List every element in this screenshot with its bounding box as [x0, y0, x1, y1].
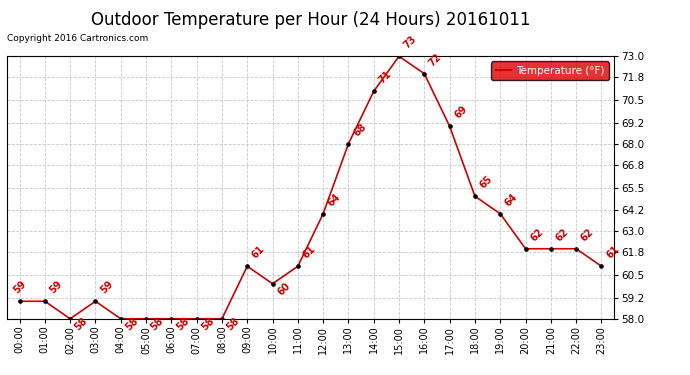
Text: Outdoor Temperature per Hour (24 Hours) 20161011: Outdoor Temperature per Hour (24 Hours) …	[91, 11, 530, 29]
Text: 58: 58	[73, 316, 90, 333]
Text: 61: 61	[301, 244, 317, 261]
Text: 58: 58	[149, 316, 166, 333]
Text: 61: 61	[250, 244, 266, 261]
Text: 72: 72	[427, 52, 444, 68]
Text: 58: 58	[124, 316, 140, 333]
Text: 62: 62	[579, 226, 595, 243]
Text: 64: 64	[503, 192, 520, 208]
Text: 73: 73	[402, 34, 418, 51]
Text: 69: 69	[453, 104, 469, 121]
Text: 65: 65	[477, 174, 494, 191]
Text: 64: 64	[326, 192, 342, 208]
Text: 58: 58	[225, 316, 241, 333]
Text: 68: 68	[351, 122, 368, 138]
Text: 58: 58	[199, 316, 216, 333]
Text: 62: 62	[553, 226, 570, 243]
Text: 60: 60	[275, 281, 292, 298]
Text: 59: 59	[11, 279, 28, 296]
Text: 61: 61	[604, 244, 621, 261]
Text: 62: 62	[529, 226, 545, 243]
Text: 59: 59	[48, 279, 64, 296]
Legend: Temperature (°F): Temperature (°F)	[491, 62, 609, 80]
Text: 58: 58	[174, 316, 191, 333]
Text: 71: 71	[377, 69, 393, 86]
Text: Copyright 2016 Cartronics.com: Copyright 2016 Cartronics.com	[7, 34, 148, 43]
Text: 59: 59	[98, 279, 115, 296]
